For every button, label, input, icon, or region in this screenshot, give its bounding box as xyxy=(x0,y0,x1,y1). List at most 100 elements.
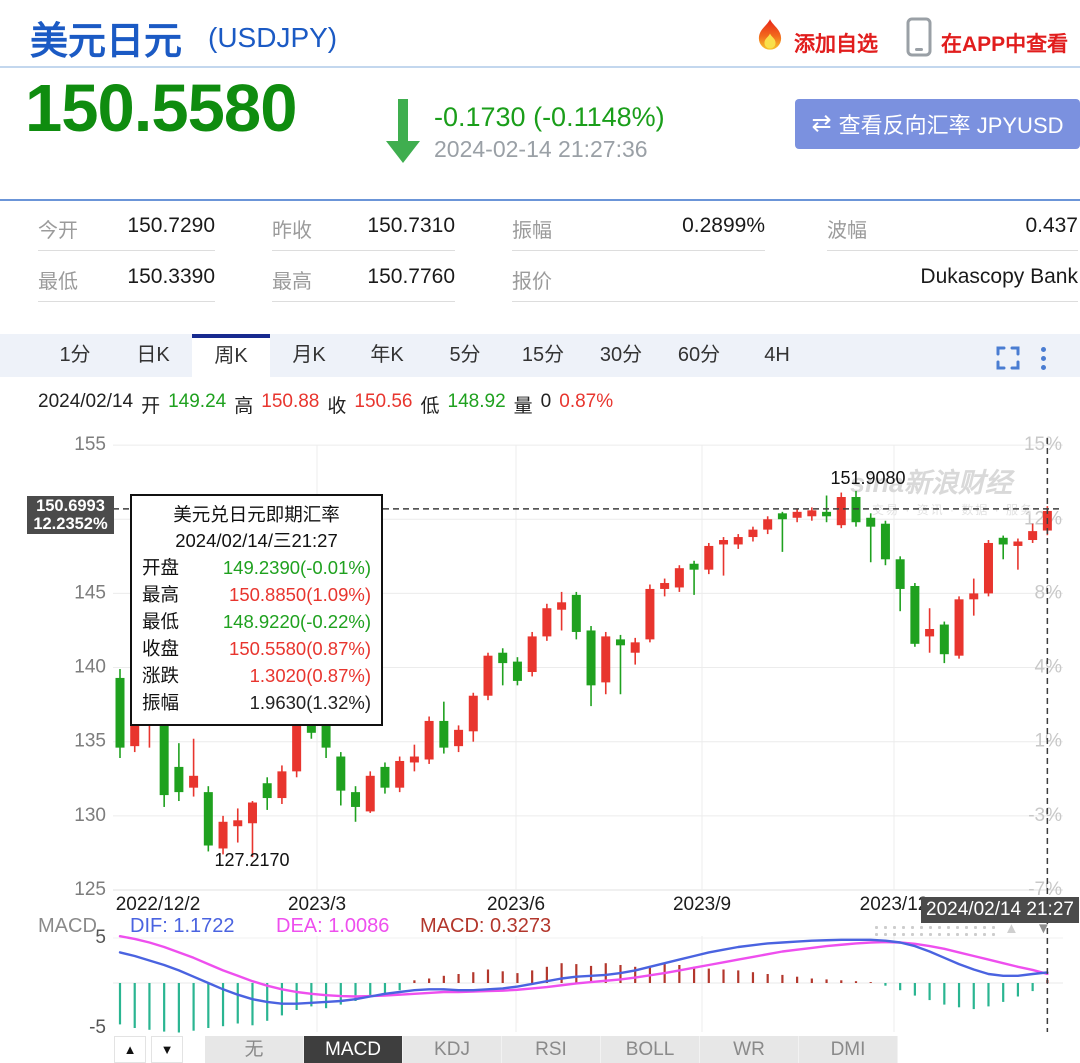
zoom-in-triangle[interactable]: ▲ xyxy=(1004,920,1019,937)
indicator-down-button[interactable]: ▼ xyxy=(151,1036,183,1063)
add-watchlist-button[interactable]: 添加自选 xyxy=(794,33,878,56)
stat-underline xyxy=(272,301,455,302)
tab-period-日K[interactable]: 日K xyxy=(136,344,170,366)
stat-label: 最低 xyxy=(38,271,78,293)
svg-text:151.9080: 151.9080 xyxy=(830,468,905,488)
zoom-out-triangle[interactable]: ▼ xyxy=(1036,920,1051,937)
stat-value: 150.7760 xyxy=(367,265,455,288)
stat-value: Dukascopy Bank xyxy=(920,265,1078,288)
indicator-tabs: 无 MACD KDJ RSI BOLL WR DMI xyxy=(205,1036,898,1063)
ohlc-segment: 148.92 xyxy=(447,391,506,412)
tab-period-15分[interactable]: 15分 xyxy=(521,344,565,366)
tooltip-row: 最低 148.9220(-0.22%) xyxy=(142,611,371,632)
ohlc-info-bar: 2024/02/14 开 149.24 高 150.88 收 150.56 低 148.92 量 0… xyxy=(38,391,613,418)
svg-text:-5: -5 xyxy=(89,1017,106,1038)
tooltip-row: 振幅 1.9630(1.32%) xyxy=(142,692,371,713)
tab-period-5分[interactable]: 5分 xyxy=(449,344,481,366)
svg-text:5: 5 xyxy=(95,927,106,948)
reverse-rate-label: 查看反向汇率 JPYUSD xyxy=(838,113,1064,138)
stat-cell-最高: 最高 150.7760 xyxy=(272,265,455,295)
tab-period-30分[interactable]: 30分 xyxy=(599,344,643,366)
stat-value: 150.3390 xyxy=(127,265,215,288)
period-tabs: 1分 日K 周K 月K 年K 5分 15分 30分 60分 4H xyxy=(36,334,816,377)
tab-period-1分[interactable]: 1分 xyxy=(59,344,91,366)
stat-label: 昨收 xyxy=(272,220,312,242)
ohlc-segment: 150.88 xyxy=(261,391,320,412)
tab-period-4H[interactable]: 4H xyxy=(764,344,790,366)
stat-underline xyxy=(827,250,1078,251)
tab-period-月K[interactable]: 月K xyxy=(292,344,326,366)
svg-text:145: 145 xyxy=(74,582,106,603)
more-menu-icon[interactable] xyxy=(1041,347,1047,370)
crosshair-time-badge: 2024/02/14 21:27 xyxy=(921,897,1079,923)
stat-value: 0.2899% xyxy=(682,214,765,237)
fullscreen-icon[interactable] xyxy=(995,345,1021,376)
ohlc-segment: 高 xyxy=(234,396,254,417)
flame-icon xyxy=(752,18,788,63)
ohlc-segment: 0.87% xyxy=(559,391,614,412)
macd-legend-item: MACD: 0.3273 xyxy=(420,915,552,937)
section-divider xyxy=(0,199,1080,201)
tab-period-年K[interactable]: 年K xyxy=(370,344,404,366)
stat-underline xyxy=(38,301,215,302)
stat-label: 振幅 xyxy=(512,220,552,242)
tab-indicator-MACD[interactable]: MACD xyxy=(304,1036,403,1063)
range-grip-handle[interactable] xyxy=(872,924,1000,937)
svg-text:125: 125 xyxy=(74,879,106,900)
ohlc-segment: 开 xyxy=(141,396,161,417)
tab-indicator-BOLL[interactable]: BOLL xyxy=(601,1036,700,1063)
view-in-app-link[interactable]: 在APP中查看 xyxy=(941,33,1069,56)
svg-text:130: 130 xyxy=(74,805,106,826)
ohlc-segment: 低 xyxy=(420,396,440,417)
tab-indicator-DMI[interactable]: DMI xyxy=(799,1036,898,1063)
svg-text:4%: 4% xyxy=(1035,657,1063,678)
stat-underline xyxy=(38,250,215,251)
stat-label: 今开 xyxy=(38,220,78,242)
tooltip-row: 涨跌 1.3020(0.87%) xyxy=(142,665,371,686)
svg-text:15%: 15% xyxy=(1024,434,1062,455)
stat-label: 报价 xyxy=(512,271,552,293)
reverse-rate-button[interactable]: ⇄ 查看反向汇率 JPYUSD xyxy=(795,99,1080,149)
stat-underline xyxy=(512,250,765,251)
tooltip-title: 美元兑日元即期汇率 xyxy=(173,504,340,525)
tab-period-周K[interactable]: 周K xyxy=(192,334,270,377)
svg-text:8%: 8% xyxy=(1035,582,1063,603)
svg-text:交易 · 资讯 · 数据 · 服务: 交易 · 资讯 · 数据 · 服务 xyxy=(872,502,1034,517)
svg-text:2022/12/2: 2022/12/2 xyxy=(116,894,201,915)
ohlc-segment: 150.56 xyxy=(354,391,413,412)
ohlc-segment: 2024/02/14 xyxy=(38,391,134,412)
tooltip-row: 开盘 149.2390(-0.01%) xyxy=(142,557,371,578)
svg-text:2023/3: 2023/3 xyxy=(288,894,346,915)
indicator-up-button[interactable]: ▲ xyxy=(114,1036,146,1063)
stat-cell-昨收: 昨收 150.7310 xyxy=(272,214,455,244)
svg-text:-3%: -3% xyxy=(1028,805,1062,826)
stat-cell-今开: 今开 150.7290 xyxy=(38,214,215,244)
ohlc-segment: 0 xyxy=(540,391,552,412)
ohlc-segment: 149.24 xyxy=(168,391,227,412)
ohlc-segment: 量 xyxy=(513,396,533,417)
svg-text:2023/9: 2023/9 xyxy=(673,894,731,915)
ohlc-segment: 收 xyxy=(327,396,347,417)
tab-indicator-WR[interactable]: WR xyxy=(700,1036,799,1063)
tab-indicator-KDJ[interactable]: KDJ xyxy=(403,1036,502,1063)
tab-period-60分[interactable]: 60分 xyxy=(677,344,721,366)
svg-text:2023/12: 2023/12 xyxy=(860,894,929,915)
macd-legend-item: DEA: 1.0086 xyxy=(276,915,390,937)
price-down-arrow-icon xyxy=(386,99,420,165)
stat-value: 150.7310 xyxy=(367,214,455,237)
stat-value: 150.7290 xyxy=(127,214,215,237)
stat-label: 最高 xyxy=(272,271,312,293)
stat-value: 0.437 xyxy=(1025,214,1078,237)
tooltip-date: 2024/02/14/三21:27 xyxy=(175,530,338,551)
tooltip-row: 最高 150.8850(1.09%) xyxy=(142,584,371,605)
phone-icon xyxy=(905,17,933,64)
stat-cell-最低: 最低 150.3390 xyxy=(38,265,215,295)
macd-legend-prefix: MACD xyxy=(38,915,97,937)
quote-timestamp: 2024-02-14 21:27:36 xyxy=(434,136,648,162)
stat-label: 波幅 xyxy=(827,220,867,242)
tab-indicator-RSI[interactable]: RSI xyxy=(502,1036,601,1063)
header-divider xyxy=(0,66,1080,68)
svg-text:2023/6: 2023/6 xyxy=(487,894,545,915)
tab-indicator-无[interactable]: 无 xyxy=(205,1036,304,1063)
